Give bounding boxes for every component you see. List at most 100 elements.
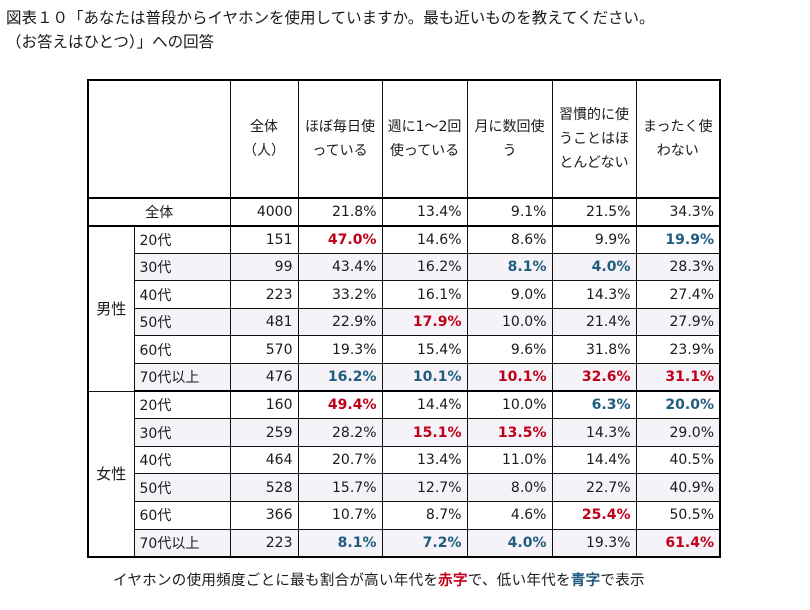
total-row: 全体 4000 21.8% 13.4% 9.1% 21.5% 34.3%: [87, 197, 721, 227]
table-row: 女性 20代 160 49.4% 14.4% 10.0% 6.3% 20.0%: [87, 390, 721, 558]
table-cell: 10.0%: [466, 307, 553, 337]
table-cell: 9.6%: [466, 335, 553, 365]
age-group-label: 50代: [133, 473, 231, 503]
header-col-weekly: 週に1〜2回使っている: [381, 79, 468, 199]
age-group-label: 30代: [133, 418, 231, 447]
table-cell: 50.5%: [635, 501, 721, 530]
legend-note-text: イヤホンの使用頻度ごとに最も割合が高い年代を: [113, 573, 439, 589]
table-cell: 8.7%: [381, 501, 468, 530]
age-group-label: 70代以上: [133, 363, 231, 393]
table-row: 男性 20代 151 47.0% 14.6% 8.6% 9.9% 19.9%: [87, 225, 721, 392]
table-cell: 8.1%: [297, 528, 383, 558]
table-cell: 17.9%: [381, 307, 468, 337]
table-cell: 14.6%: [381, 225, 468, 254]
header-col-never: まったく使わない: [635, 79, 721, 199]
table-cell: 10.7%: [297, 501, 383, 530]
table-cell: 40.5%: [635, 445, 721, 475]
table-cell: 223: [229, 280, 299, 309]
table-row: 40代 464 20.7% 13.4% 11.0% 14.4% 40.5%: [88, 445, 721, 475]
table-cell: 14.4%: [551, 445, 637, 475]
table-cell: 4.0%: [551, 252, 637, 282]
table-cell: 570: [229, 335, 299, 365]
table-cell: 21.4%: [551, 307, 637, 337]
figure-title-line2: （お答えはひとつ）」への回答: [6, 33, 215, 51]
table-cell: 14.3%: [551, 418, 637, 447]
table-cell: 16.1%: [381, 280, 468, 309]
table-cell: 20.0%: [635, 390, 721, 420]
table-cell: 12.7%: [381, 473, 468, 503]
total-cell: 9.1%: [466, 197, 553, 227]
table-cell: 366: [229, 501, 299, 530]
table-row: 40代 223 33.2% 16.1% 9.0% 14.3% 27.4%: [88, 280, 721, 309]
age-group-label: 40代: [133, 445, 231, 475]
age-group-label: 30代: [133, 252, 231, 282]
total-cell: 34.3%: [635, 197, 721, 227]
table-cell: 9.0%: [466, 280, 553, 309]
table-cell: 49.4%: [297, 390, 383, 420]
age-group-label: 20代: [133, 390, 231, 420]
table-cell: 4.6%: [466, 501, 553, 530]
table-cell: 13.5%: [466, 418, 553, 447]
table-cell: 10.1%: [381, 363, 468, 393]
table-row: 60代 570 19.3% 15.4% 9.6% 31.8% 23.9%: [88, 335, 721, 365]
table-cell: 47.0%: [297, 225, 383, 254]
legend-note-text: で表示: [600, 573, 645, 589]
age-group-label: 40代: [133, 280, 231, 309]
table-cell: 22.9%: [297, 307, 383, 337]
table-cell: 6.3%: [551, 390, 637, 420]
table-cell: 15.4%: [381, 335, 468, 365]
table-cell: 19.3%: [297, 335, 383, 365]
table-row: 70代以上 223 8.1% 7.2% 4.0% 19.3% 61.4%: [88, 528, 721, 558]
table-cell: 151: [229, 225, 299, 254]
age-group-label: 50代: [133, 307, 231, 337]
table-row: 70代以上 476 16.2% 10.1% 10.1% 32.6% 31.1%: [88, 363, 721, 393]
legend-note-text: で、低い年代を: [467, 573, 571, 589]
table-cell: 16.2%: [297, 363, 383, 393]
table-cell: 7.2%: [381, 528, 468, 558]
legend-note: イヤホンの使用頻度ごとに最も割合が高い年代を赤字で、低い年代を青字で表示: [113, 569, 645, 590]
table-cell: 160: [229, 390, 299, 420]
table-cell: 23.9%: [635, 335, 721, 365]
table-cell: 15.1%: [381, 418, 468, 447]
survey-table-body: 全体（人） ほぼ毎日使っている 週に1〜2回使っている 月に数回使う 習慣的に使…: [87, 79, 721, 558]
table-cell: 27.4%: [635, 280, 721, 309]
table-cell: 43.4%: [297, 252, 383, 282]
table-cell: 4.0%: [466, 528, 553, 558]
table-cell: 29.0%: [635, 418, 721, 447]
table-cell: 99: [229, 252, 299, 282]
table-row: 30代 259 28.2% 15.1% 13.5% 14.3% 29.0%: [88, 418, 721, 447]
table-cell: 33.2%: [297, 280, 383, 309]
table-row: 50代 528 15.7% 12.7% 8.0% 22.7% 40.9%: [88, 473, 721, 503]
table-row: 30代 99 43.4% 16.2% 8.1% 4.0% 28.3%: [88, 252, 721, 282]
header-corner-cell: [87, 79, 231, 199]
total-cell: 13.4%: [381, 197, 468, 227]
table-cell: 19.3%: [551, 528, 637, 558]
gender-group-label: 男性: [87, 225, 135, 392]
table-cell: 40.9%: [635, 473, 721, 503]
age-group-label: 60代: [133, 501, 231, 530]
table-cell: 15.7%: [297, 473, 383, 503]
header-row: 全体（人） ほぼ毎日使っている 週に1〜2回使っている 月に数回使う 習慣的に使…: [87, 79, 721, 199]
table-cell: 8.0%: [466, 473, 553, 503]
table-cell: 16.2%: [381, 252, 468, 282]
age-group-label: 20代: [133, 225, 231, 254]
total-row-label: 全体: [87, 197, 231, 227]
table-cell: 9.9%: [551, 225, 637, 254]
table-cell: 31.1%: [635, 363, 721, 393]
table-cell: 61.4%: [635, 528, 721, 558]
table-cell: 28.3%: [635, 252, 721, 282]
age-group-label: 60代: [133, 335, 231, 365]
table-cell: 11.0%: [466, 445, 553, 475]
table-cell: 481: [229, 307, 299, 337]
table-cell: 31.8%: [551, 335, 637, 365]
table-row: 50代 481 22.9% 17.9% 10.0% 21.4% 27.9%: [88, 307, 721, 337]
table-cell: 476: [229, 363, 299, 393]
table-cell: 259: [229, 418, 299, 447]
table-cell: 19.9%: [635, 225, 721, 254]
table-cell: 28.2%: [297, 418, 383, 447]
header-col-total: 全体（人）: [229, 79, 299, 199]
table-cell: 10.1%: [466, 363, 553, 393]
table-cell: 14.4%: [381, 390, 468, 420]
total-cell: 21.8%: [297, 197, 383, 227]
header-col-rarely: 習慣的に使うことはほとんどない: [551, 79, 637, 199]
